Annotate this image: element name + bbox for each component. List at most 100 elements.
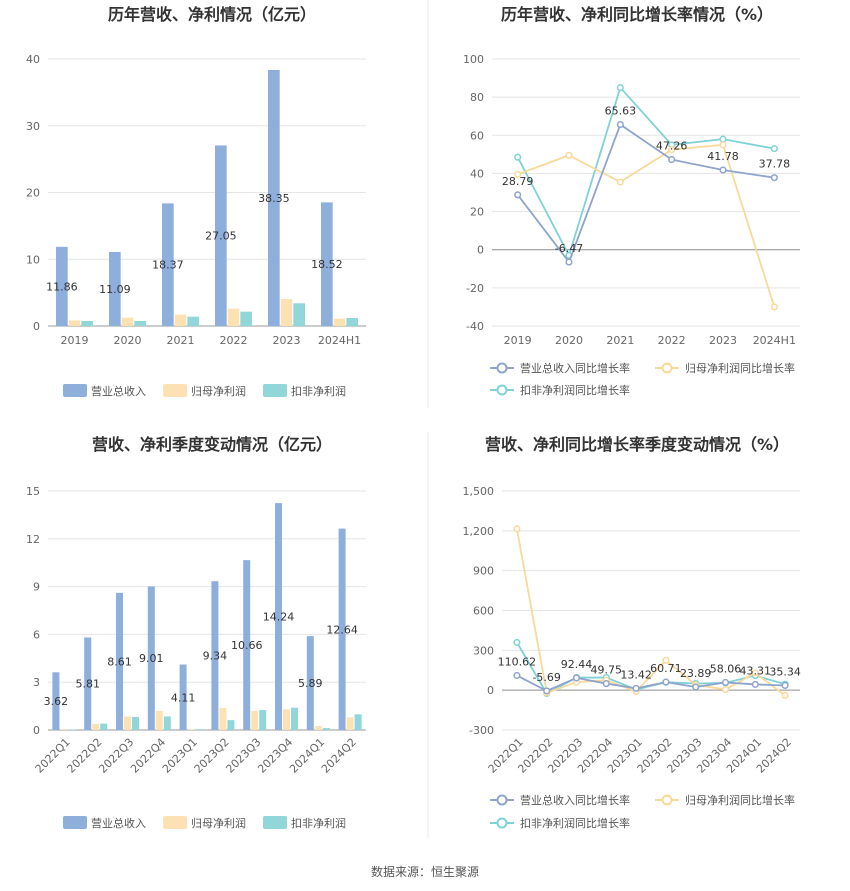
annual-bar-bar-revenue-2022 (215, 145, 227, 326)
annual-line-point-deducted-profit-2024h1 (770, 145, 778, 153)
quarterly-line-data-label-2022q2: -5.69 (532, 671, 560, 684)
quarterly-line-data-label-2022q1: 110.62 (498, 655, 537, 668)
quarterly-bar-y-tick-label: 15 (26, 485, 40, 498)
quarterly-line-point-net-profit-2024q1 (751, 669, 759, 677)
quarterly-line-line-net-profit (516, 528, 786, 697)
quarterly-bar-bar-net-profit-2023q2 (219, 708, 227, 730)
quarterly-line-y-tick-label: 300 (473, 644, 494, 657)
annual-bar-bar-revenue-2023 (268, 70, 280, 326)
quarterly-bar-legend-swatch-deducted-profit (263, 816, 287, 829)
quarterly-line-y-tick-label: 600 (473, 605, 494, 618)
quarterly-bar-bar-revenue-2022q1 (52, 672, 60, 730)
quarterly-line-title: 营收、净利同比增长率季度变动情况（%） (485, 435, 789, 454)
annual-bar-bar-revenue-2020 (109, 251, 121, 326)
quarterly-bar-bar-net-profit-2024q1 (314, 726, 322, 730)
quarterly-bar-data-label-2024q2: 12.64 (326, 623, 358, 636)
quarterly-bar-data-label-2024q1: 5.89 (298, 677, 323, 690)
annual-line-data-label-2022: 47.26 (656, 140, 688, 153)
quarterly-line-point-deducted-profit-2022q1 (513, 638, 521, 646)
quarterly-bar-bar-revenue-2022q3 (116, 592, 124, 730)
quarterly-line-y-tick-label: -300 (469, 724, 494, 737)
quarterly-line-legend-label-deducted-profit: 扣非净利润同比增长率 (520, 816, 630, 830)
annual-line-y-tick-label: 40 (470, 167, 484, 180)
annual-bar-bar-deducted-profit-2020 (134, 320, 146, 326)
quarterly-bar-y-tick-label: 6 (33, 628, 40, 641)
annual-growth-rate-chart: 历年营收、净利同比增长率情况（%） -40 -20 0 20 40 60 80 100 2019 2… (463, 5, 800, 397)
data-source-note: 数据来源：恒生聚源 (371, 864, 479, 879)
quarterly-bar-data-label-2022q4: 9.01 (139, 652, 164, 665)
quarterly-line-point-net-profit-2022q1 (513, 525, 521, 533)
quarterly-line-point-revenue-2022q4 (602, 680, 610, 688)
quarterly-bar-y-tick-label: 3 (33, 676, 40, 689)
quarterly-line-legend-label-net-profit: 归母净利润同比增长率 (685, 793, 795, 807)
annual-line-legend-label-net-profit: 归母净利润同比增长率 (685, 361, 795, 375)
quarterly-bar-bar-revenue-2022q4 (147, 586, 155, 730)
quarterly-line-point-revenue-2023q2 (662, 678, 670, 686)
annual-line-point-revenue-2023 (719, 166, 727, 174)
annual-bar-data-label-2024h1: 18.52 (311, 258, 343, 271)
quarterly-bar-x-tick-label: 2024Q2 (319, 736, 359, 776)
annual-line-point-revenue-2019 (514, 191, 522, 199)
quarterly-bar-bar-deducted-profit-2023q4 (290, 707, 298, 730)
quarterly-bar-bar-revenue-2023q4 (275, 503, 283, 730)
quarterly-bar-bar-deducted-profit-2023q1 (195, 729, 203, 730)
quarterly-line-y-tick-label: 900 (473, 565, 494, 578)
annual-line-x-tick-label: 2019 (504, 334, 532, 347)
annual-line-point-deducted-profit-2019 (514, 153, 522, 161)
quarterly-bar-bar-revenue-2023q3 (243, 560, 251, 730)
quarterly-line-point-net-profit-2024q2 (781, 691, 789, 700)
quarterly-bar-bar-revenue-2024q1 (306, 636, 314, 730)
annual-line-legend-label-deducted-profit: 扣非净利润同比增长率 (520, 383, 630, 397)
annual-line-x-tick-label: 2024H1 (753, 334, 796, 347)
quarterly-line-legend-marker-net-profit (661, 794, 673, 806)
quarterly-bar-data-label-2023q4: 14.24 (263, 611, 295, 624)
quarterly-bar-y-tick-label: 9 (33, 581, 40, 594)
annual-line-legend-marker-deducted-profit (496, 384, 508, 396)
annual-line-line-net-profit (517, 143, 776, 308)
annual-bar-legend-swatch-net-profit (163, 384, 187, 397)
quarterly-bar-legend-swatch-net-profit (163, 816, 187, 829)
annual-line-data-label-2024h1: 37.78 (759, 158, 791, 171)
quarterly-bar-data-label-2022q1: 3.62 (44, 695, 69, 708)
quarterly-line-point-revenue-2024q1 (751, 680, 759, 688)
quarterly-line-data-label-2023q4: 58.06 (710, 662, 742, 675)
quarterly-bar-title: 营收、净利季度变动情况（亿元） (92, 435, 332, 454)
annual-line-legend-label-revenue: 营业总收入同比增长率 (520, 361, 630, 375)
annual-bar-bar-revenue-2019 (56, 246, 68, 326)
quarterly-bar-bar-revenue-2024q2 (338, 528, 346, 730)
quarterly-line-point-revenue-2023q3 (692, 683, 700, 691)
annual-bar-bar-net-profit-2023 (280, 298, 293, 326)
quarterly-line-data-label-2024q1: 43.31 (740, 664, 772, 677)
quarterly-bar-bar-net-profit-2023q4 (283, 709, 290, 730)
quarterly-bar-bar-net-profit-2022q2 (92, 723, 100, 730)
annual-bar-y-tick-label: 30 (26, 120, 40, 133)
quarterly-line-point-net-profit-2023q4 (721, 685, 730, 694)
annual-line-line-deducted-profit (516, 85, 775, 258)
annual-bar-x-tick-label: 2021 (167, 334, 195, 347)
quarterly-bar-data-label-2023q2: 9.34 (203, 650, 228, 663)
annual-line-y-tick-label: 60 (470, 129, 484, 142)
quarterly-bar-bar-deducted-profit-2022q4 (163, 716, 171, 730)
quarterly-bar-data-label-2022q3: 8.61 (107, 655, 132, 668)
annual-line-y-tick-label: 20 (470, 206, 484, 219)
quarterly-bar-legend-label-deducted-profit: 扣非净利润 (291, 816, 346, 830)
quarterly-bar-bar-deducted-profit-2023q2 (227, 720, 235, 730)
annual-line-data-label-2021: 65.63 (605, 105, 637, 118)
annual-bar-bar-net-profit-2021 (174, 314, 187, 326)
annual-line-point-net-profit-2019 (514, 170, 522, 178)
annual-bar-data-label-2019: 11.86 (46, 280, 78, 293)
annual-line-data-label-2020: -6.47 (555, 242, 583, 255)
annual-bar-bar-deducted-profit-2024h1 (346, 317, 358, 326)
annual-bar-bar-deducted-profit-2019 (81, 320, 93, 326)
annual-line-data-label-2019: 28.79 (502, 175, 534, 188)
quarterly-line-line-revenue (516, 674, 786, 692)
quarterly-bar-y-tick-label: 12 (26, 533, 40, 546)
annual-bar-x-tick-label: 2020 (114, 334, 142, 347)
annual-bar-x-tick-label: 2022 (220, 334, 248, 347)
annual-bar-bar-net-profit-2020 (121, 317, 134, 326)
annual-bar-legend-swatch-revenue (63, 384, 87, 397)
annual-bar-data-label-2020: 11.09 (99, 283, 131, 296)
quarterly-line-point-revenue-2022q3 (572, 674, 581, 682)
quarterly-bar-bar-deducted-profit-2022q3 (131, 716, 139, 730)
